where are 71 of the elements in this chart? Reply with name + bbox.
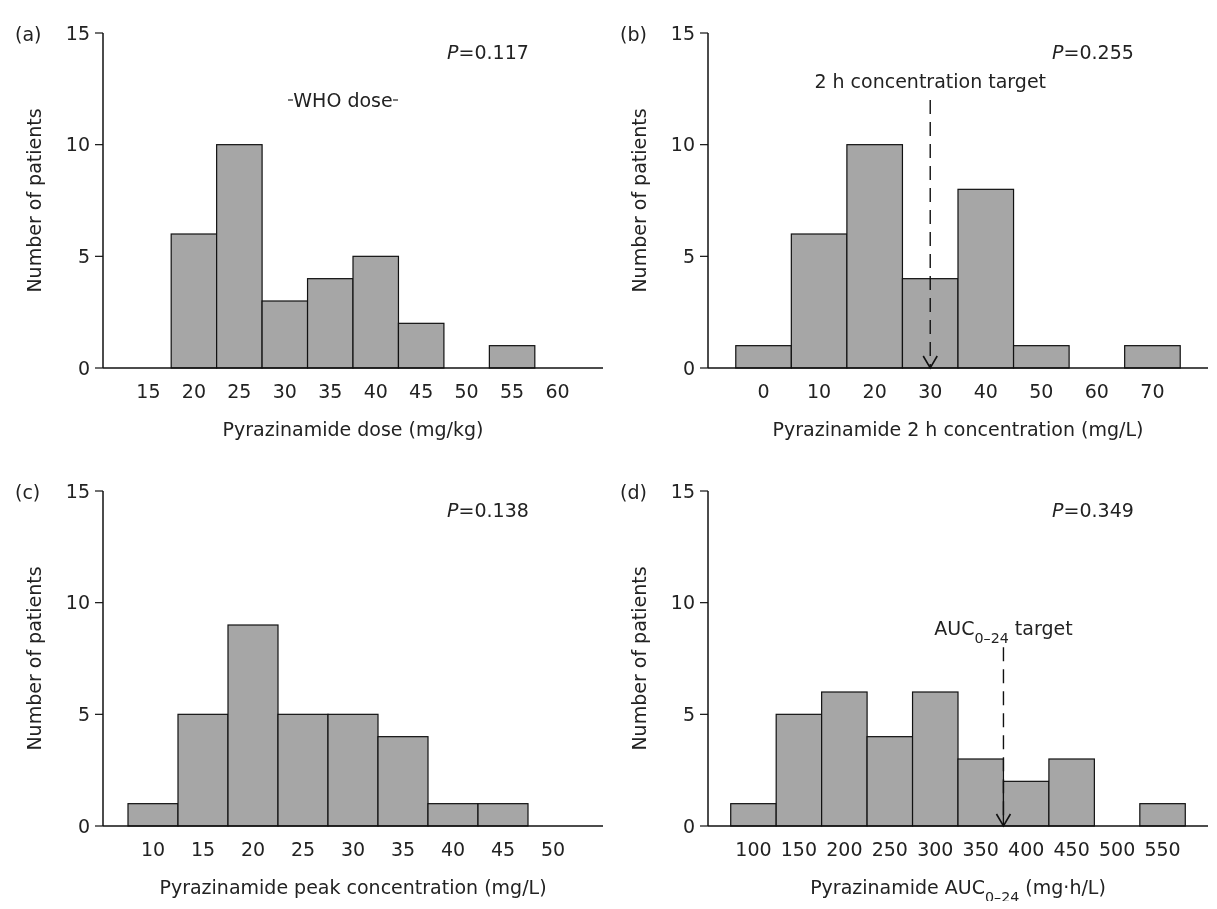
y-tick-label: 15: [670, 21, 695, 44]
x-tick-label: 50: [1029, 380, 1054, 402]
x-tick-label: 20: [862, 380, 887, 402]
x-tick-label: 500: [1098, 838, 1136, 860]
y-tick-label: 10: [670, 133, 695, 156]
x-tick-label: 35: [318, 380, 343, 402]
x-tick-label: 50: [540, 838, 566, 860]
x-tick-label: 45: [490, 838, 516, 860]
x-tick-label: 55: [500, 380, 525, 402]
x-tick-label: 70: [1140, 380, 1165, 402]
chart-title: (d): [620, 481, 647, 503]
x-tick-label: 300: [917, 838, 954, 860]
x-tick-label: 200: [826, 838, 863, 860]
y-tick-label: 15: [65, 479, 90, 502]
chart-title: (b): [620, 23, 647, 45]
x-tick-label: 150: [780, 838, 818, 860]
x-tick-label: 15: [190, 838, 216, 860]
y-tick-label: 10: [65, 591, 90, 614]
x-tick-label: 30: [340, 838, 366, 860]
ref-line-label: AUC$_{0–24}$ target: [934, 617, 1073, 647]
x-tick-label: 100: [735, 838, 772, 860]
x-axis-title: Pyrazinamide 2 h concentration (mg/L): [772, 418, 1144, 440]
y-axis-title: Number of patients: [23, 108, 45, 293]
x-tick-label: 550: [1144, 838, 1181, 860]
chart-title: (c): [15, 481, 41, 503]
x-tick-label: 40: [363, 380, 388, 402]
y-tick-label: 10: [65, 133, 90, 156]
x-tick-label: 60: [545, 380, 570, 402]
x-tick-label: 35: [390, 838, 416, 860]
x-tick-label: 350: [962, 838, 999, 860]
x-tick-label: 10: [140, 838, 166, 860]
x-tick-label: 45: [409, 380, 434, 402]
x-tick-label: 30: [272, 380, 297, 402]
x-tick-label: 40: [973, 380, 998, 402]
annotation: P=0.255: [1052, 41, 1134, 63]
chart-title: (a): [15, 23, 42, 45]
annotation: P=0.117: [447, 41, 529, 63]
x-tick-label: 400: [1008, 838, 1045, 860]
y-tick-label: 15: [670, 479, 695, 502]
annotation: P=0.138: [447, 499, 529, 521]
x-tick-label: 25: [227, 380, 252, 402]
annotation: WHO dose: [293, 89, 393, 111]
y-axis-title: Number of patients: [628, 566, 650, 751]
x-tick-label: 20: [181, 380, 206, 402]
y-tick-label: 5: [77, 244, 90, 267]
x-axis-title: Pyrazinamide dose (mg/kg): [222, 418, 484, 440]
x-tick-label: 15: [136, 380, 161, 402]
annotation: P=0.349: [1052, 499, 1134, 521]
y-tick-label: 0: [682, 814, 695, 837]
y-tick-label: 15: [65, 21, 90, 44]
x-tick-label: 50: [454, 380, 479, 402]
x-tick-label: 250: [871, 838, 908, 860]
y-tick-label: 0: [77, 814, 90, 837]
x-tick-label: 30: [918, 380, 943, 402]
x-tick-label: 20: [240, 838, 266, 860]
y-axis-title: Number of patients: [628, 108, 650, 293]
x-tick-label: 40: [440, 838, 466, 860]
x-tick-label: 450: [1053, 838, 1090, 860]
y-axis-title: Number of patients: [23, 566, 45, 751]
y-tick-label: 10: [670, 591, 695, 614]
ref-line-label: 2 h concentration target: [814, 70, 1047, 92]
x-axis-title: Pyrazinamide peak concentration (mg/L): [159, 876, 547, 898]
y-tick-label: 0: [682, 356, 695, 379]
y-tick-label: 0: [77, 356, 90, 379]
x-tick-label: 25: [290, 838, 316, 860]
y-tick-label: 5: [682, 702, 695, 725]
y-tick-label: 5: [77, 702, 90, 725]
x-tick-label: 60: [1084, 380, 1109, 402]
x-tick-label: 10: [807, 380, 832, 402]
y-tick-label: 5: [682, 244, 695, 267]
x-tick-label: 0: [757, 380, 770, 402]
